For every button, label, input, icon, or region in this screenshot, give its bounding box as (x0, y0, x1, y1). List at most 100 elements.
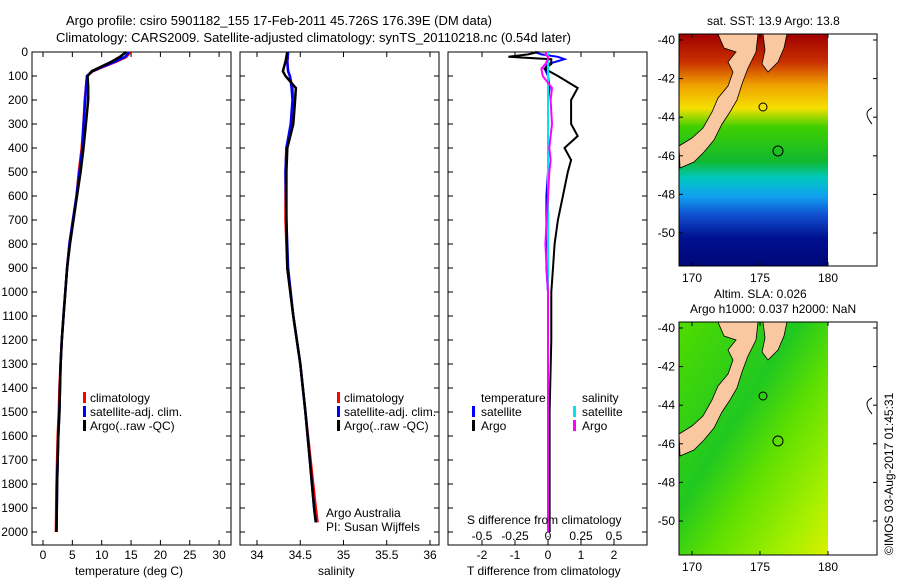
chatham-contour (866, 107, 873, 125)
temperature-axes-box (31, 51, 232, 546)
sla-map-title-1: Altim. SLA: 0.026 (714, 287, 807, 301)
x-tick-label: -2 (477, 548, 488, 562)
sla-map-panel: Altim. SLA: 0.026 Argo h1000: 0.037 h200… (658, 287, 878, 574)
series-line-t-argo (508, 51, 580, 532)
t-difference-xlabel: T difference from climatology (467, 564, 621, 578)
lat-tick-label: -48 (658, 187, 676, 201)
lat-tick-label: -50 (658, 514, 676, 528)
x2-tick-label: 0.5 (606, 529, 623, 543)
y-tick-label: 1100 (2, 309, 28, 323)
s-difference-label: S difference from climatology (467, 513, 622, 527)
legend-label-argo: Argo(..raw -QC) (90, 419, 175, 433)
y-tick-label: 1400 (1, 381, 28, 395)
y-tick-label: 900 (8, 261, 28, 275)
legend-swatch-s-satellite (573, 406, 576, 417)
x-tick-label: 0 (40, 548, 47, 562)
y-tick-label: 500 (8, 165, 28, 179)
x-tick-label: 0 (545, 548, 552, 562)
annotation-pi: PI: Susan Wijffels (326, 520, 420, 534)
series-line-argo-raw-qc- (55, 50, 128, 533)
land-north-island (761, 321, 788, 361)
y-tick-label: 1600 (1, 429, 28, 443)
y-tick-label: 1800 (1, 477, 28, 491)
salinity-xlabel: salinity (318, 564, 355, 578)
y-tick-label: 400 (8, 141, 28, 155)
lat-tick-label: -42 (658, 72, 676, 86)
x2-tick-label: -0.5 (472, 529, 493, 543)
sst-map-panel: sat. SST: 13.9 Argo: 13.8 170 175 180 -40 -4… (658, 14, 878, 285)
x-tick-label: 1 (578, 548, 585, 562)
salinity-legend: climatology satellite-adj. clim. Argo(..… (337, 391, 436, 433)
sla-map-title-2: Argo h1000: 0.037 h2000: NaN (690, 302, 856, 316)
y-tick-label: 1500 (1, 405, 28, 419)
x-tick-label: 35.5 (375, 548, 399, 562)
y-tick-label: 600 (8, 189, 28, 203)
argo-float-location-marker (772, 435, 784, 447)
title-line-2: Climatology: CARS2009. Satellite-adjuste… (56, 30, 571, 45)
lon-tick-label: 175 (750, 560, 770, 574)
temperature-panel: 0100200300400500600700800900100011001200… (1, 45, 232, 578)
legend-swatch-climatology (83, 392, 86, 403)
land-south-island (678, 321, 759, 457)
sst-map-title: sat. SST: 13.9 Argo: 13.8 (707, 14, 840, 28)
legend-swatch-t-satellite (472, 406, 475, 417)
legend-header-temperature: temperature (481, 391, 546, 405)
figure-title: Argo profile: csiro 5901182_155 17-Feb-2… (56, 13, 571, 45)
y-tick-label: 200 (8, 93, 28, 107)
legend-header-salinity: salinity (582, 391, 619, 405)
lat-tick-label: -44 (658, 398, 676, 412)
lat-tick-label: -40 (658, 33, 676, 47)
y-tick-label: 1200 (1, 333, 28, 347)
lat-tick-label: -40 (658, 321, 676, 335)
lon-tick-label: 180 (818, 271, 838, 285)
lon-tick-label: 175 (750, 271, 770, 285)
lat-tick-label: -42 (658, 360, 676, 374)
argo-float-location-marker (772, 145, 784, 157)
land-north-island (761, 33, 788, 73)
legend-label-s-satellite: satellite (582, 405, 623, 419)
lon-tick-label: 170 (682, 560, 702, 574)
sla-map-axes-box (678, 321, 878, 556)
y-tick-label: 1300 (1, 357, 28, 371)
legend-label-satellite: satellite-adj. clim. (90, 405, 182, 419)
x2-tick-label: -0.25 (501, 529, 529, 543)
series-line-argo-raw-qc- (281, 51, 318, 523)
lat-tick-label: -46 (658, 149, 676, 163)
legend-swatch-climatology (337, 392, 340, 403)
x-tick-label: 5 (69, 548, 76, 562)
salinity-axes-box (239, 51, 440, 546)
legend-swatch-s-argo (573, 420, 576, 431)
y-tick-label: 700 (8, 213, 28, 227)
lat-tick-label: -50 (658, 226, 676, 240)
legend-label-t-argo: Argo (481, 419, 507, 433)
x-tick-label: 10 (95, 548, 109, 562)
lat-tick-label: -46 (658, 437, 676, 451)
title-line-1: Argo profile: csiro 5901182_155 17-Feb-2… (66, 13, 492, 28)
y-tick-label: 1000 (1, 285, 28, 299)
copyright-timestamp: ©IMOS 03-Aug-2017 01:45:31 (882, 392, 896, 555)
y-tick-label: 0 (21, 45, 28, 59)
y-tick-label: 100 (8, 69, 28, 83)
x2-tick-label: 0.25 (569, 529, 593, 543)
lat-tick-label: -48 (658, 475, 676, 489)
y-tick-label: 1900 (1, 501, 28, 515)
legend-swatch-argo (337, 420, 340, 431)
bathymetry-contour (758, 102, 768, 112)
x-tick-label: 35 (337, 548, 351, 562)
series-line-s-argo (540, 51, 554, 532)
annotation-argo-australia: Argo Australia (326, 506, 401, 520)
lon-tick-label: 170 (682, 271, 702, 285)
temperature-legend: climatology satellite-adj. clim. Argo(..… (83, 391, 182, 433)
legend-label-climatology: climatology (90, 391, 150, 405)
x-tick-label: 25 (183, 548, 197, 562)
x-tick-label: 36 (423, 548, 437, 562)
x-tick-label: 34.5 (289, 548, 313, 562)
x-tick-label: -1 (510, 548, 521, 562)
lat-tick-label: -44 (658, 110, 676, 124)
legend-swatch-t-argo (472, 420, 475, 431)
legend-label-argo: Argo(..raw -QC) (344, 419, 429, 433)
chatham-contour (866, 397, 873, 415)
y-tick-label: 2000 (1, 525, 28, 539)
